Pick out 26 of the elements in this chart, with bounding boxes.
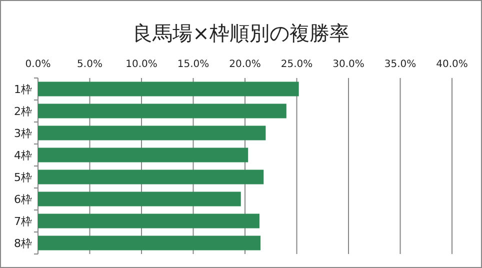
bar [38,148,248,162]
bar [38,82,299,96]
chart-title: 良馬場×枠順別の複勝率 [132,21,350,45]
y-tick-label: 3枠 [14,127,32,140]
x-tick-label: 20.0% [229,59,261,70]
y-tick-label: 1枠 [14,83,32,96]
x-tick-label: 30.0% [332,59,364,70]
bar [38,126,266,140]
x-tick-label: 10.0% [126,59,158,70]
x-tick-label: 0.0% [25,59,51,70]
x-tick-label: 35.0% [384,59,416,70]
bar [38,192,241,206]
x-tick-label: 40.0% [436,59,468,70]
x-tick-label: 5.0% [77,59,102,70]
y-tick-label: 6枠 [14,193,32,206]
y-tick-label: 5枠 [14,171,32,184]
y-tick-label: 8枠 [14,237,32,250]
y-tick-label: 7枠 [14,215,32,228]
y-tick-label: 4枠 [14,149,32,162]
x-tick-label: 25.0% [280,59,313,70]
bar [38,170,264,184]
bar [38,236,261,250]
x-tick-label: 15.0% [177,59,210,70]
bar [38,104,286,118]
bar [38,214,260,228]
y-tick-label: 2枠 [14,105,32,118]
